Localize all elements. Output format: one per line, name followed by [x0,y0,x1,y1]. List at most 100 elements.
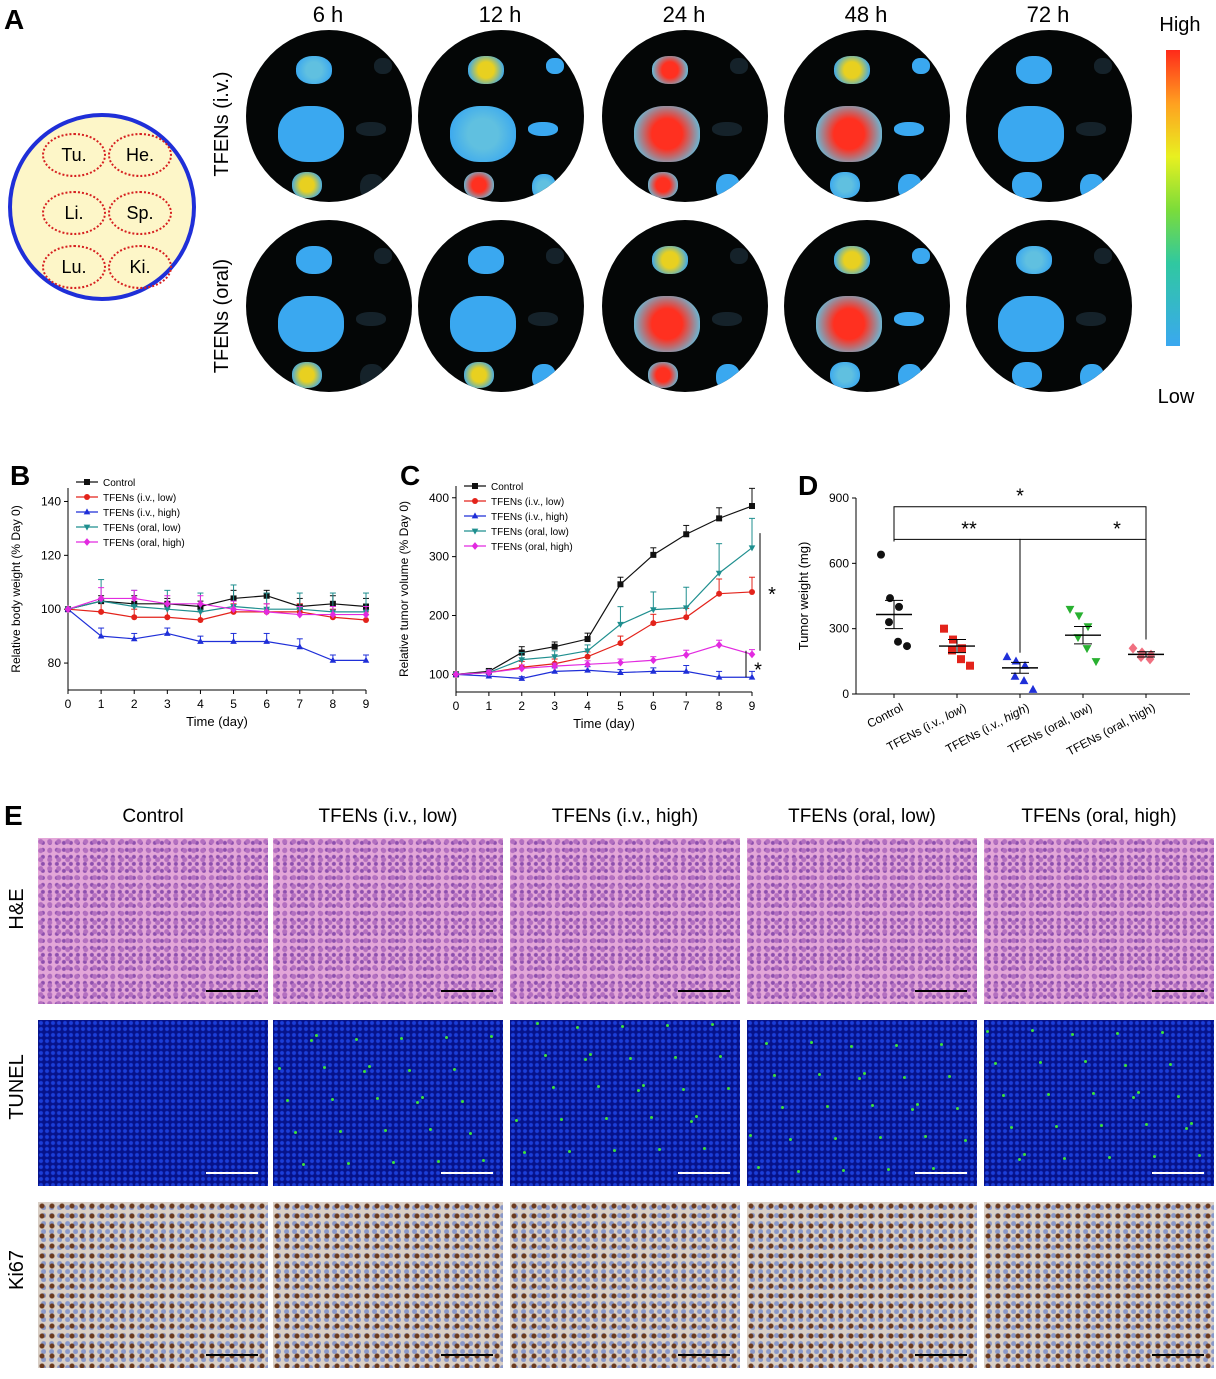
tunel-signal [1047,1093,1050,1096]
organ-signal [894,312,924,326]
panel-c-letter: C [400,460,421,491]
x-tick-label: 5 [230,697,237,711]
organ-signal [730,58,748,74]
time-label-0: 6 h [312,2,344,27]
y-axis-label: Relative tumor volume (% Day 0) [397,501,411,677]
organ-signal [278,106,344,162]
tunel-signal [294,1131,297,1134]
column-title-3: TFENs (oral, low) [788,806,936,827]
column-title-0: Control [122,806,184,827]
significance-marker: * [1016,486,1024,508]
organ-signal [356,312,386,326]
tunel-signal [842,1169,845,1172]
micrograph-tunel [984,1020,1214,1186]
tunel-signal [924,1135,927,1138]
data-point [363,616,369,623]
organ-signal [652,56,688,84]
tunel-signal [797,1170,800,1173]
series-line [67,608,366,661]
micrograph-ki [38,1202,268,1368]
tunel-signal [650,1116,653,1119]
row-label-tunel: TUNEL [6,1054,28,1120]
tunel-signal [461,1100,464,1103]
tunel-signal [911,1108,914,1111]
tunel-signal [392,1161,395,1164]
data-point [131,614,138,621]
tunel-signal [703,1147,706,1150]
scale-bar [915,990,967,992]
data-point [197,637,204,644]
tunel-signal [376,1097,379,1100]
tunel-signal [1153,1155,1156,1158]
scale-bar [441,990,493,992]
data-point [748,673,756,680]
scale-bar [1152,990,1204,992]
legend-label: TFENs (oral, low) [103,523,181,534]
micrograph-ki [747,1202,977,1368]
legend-marker [472,483,478,489]
chart-tumor-volume: 100 200 300 400 0 1 2 3 4 5 6 7 8 9 Time (day) Relative… [397,482,776,731]
tunel-signal [302,1163,305,1166]
x-tick-label: 9 [363,697,370,711]
tunel-signal [871,1104,874,1107]
organ-signal [532,174,556,200]
data-point [362,610,370,619]
scale-bar [206,1172,258,1174]
tunel-signal [445,1036,448,1039]
tunel-signal [727,1087,730,1090]
data-point [682,651,690,659]
data-point [957,655,965,664]
organ-signal [634,106,700,162]
tunel-signal [1100,1124,1103,1127]
tunel-signal [1169,1063,1172,1066]
significance-marker: * [768,584,776,606]
tunel-signal [421,1096,424,1099]
data-point [164,614,171,621]
organ-signal [528,312,558,326]
tunel-signal [887,1168,890,1171]
data-point [164,606,171,613]
x-tick-label: 5 [617,699,624,713]
time-label-2: 24 h [662,2,706,27]
tunel-signal [1031,1029,1034,1032]
data-point [584,666,591,673]
x-tick-label: 6 [650,699,657,713]
y-tick-label: 120 [41,548,61,562]
scale-bar [915,1172,967,1174]
organ-signal [532,364,556,390]
micrograph-tunel [510,1020,740,1186]
y-tick-label: 100 [41,602,61,616]
tunel-signal [560,1118,563,1121]
data-point [650,607,657,614]
x-tick-label: 7 [296,697,303,711]
organ-signal [292,172,322,198]
scale-bar [915,1354,967,1356]
tunel-signal [1023,1153,1026,1156]
data-point [1082,645,1092,654]
organ-signal [450,106,516,162]
colorbar [1166,50,1180,346]
tunel-signal [597,1085,600,1088]
x-axis-label: Time (day) [186,714,248,729]
organ-signal [468,246,504,274]
data-point [130,594,138,603]
data-point [1074,612,1084,621]
tunel-signal [384,1129,387,1132]
data-point [650,667,657,674]
data-point [130,635,138,642]
data-point [958,644,966,653]
organ-signal [648,362,678,388]
row-label-ki67: Ki67 [6,1249,28,1291]
x-tick-label: 1 [98,697,105,711]
row-label-oral: TFENs (oral) [211,258,233,374]
organ-signal [648,172,678,198]
dish-image [966,30,1132,202]
tunel-signal [613,1149,616,1152]
tunel-signal [1198,1154,1201,1157]
significance-marker: ** [961,518,977,540]
tunel-signal [1124,1064,1127,1067]
organ-signal [834,56,870,84]
y-tick-label: 140 [41,494,61,508]
category-label-part: Control [865,700,906,731]
